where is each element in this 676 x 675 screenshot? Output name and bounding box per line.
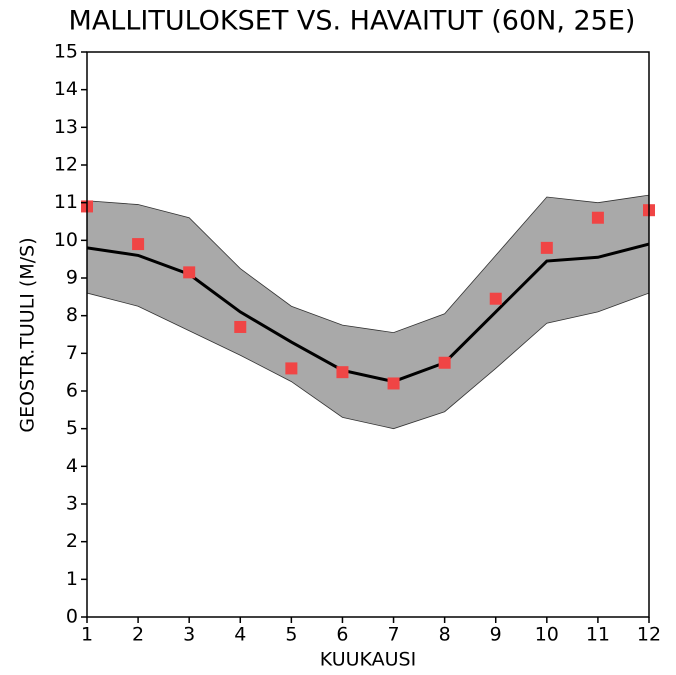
y-tick-label: 1 xyxy=(66,568,78,590)
x-tick-label: 9 xyxy=(490,624,502,646)
marker xyxy=(336,366,349,379)
marker xyxy=(183,266,196,279)
x-axis-label: KUUKAUSI xyxy=(320,649,416,671)
x-tick-label: 8 xyxy=(439,624,451,646)
marker xyxy=(489,292,502,305)
y-tick-label: 14 xyxy=(54,78,78,100)
x-tick-label: 4 xyxy=(234,624,246,646)
x-tick-label: 12 xyxy=(637,624,661,646)
y-tick-label: 13 xyxy=(54,116,78,138)
y-tick-label: 3 xyxy=(66,493,78,515)
band xyxy=(87,194,649,430)
marker xyxy=(438,356,451,369)
y-tick-label: 6 xyxy=(66,380,78,402)
x-tick-label: 7 xyxy=(387,624,399,646)
y-tick-label: 9 xyxy=(66,267,78,289)
y-tick-label: 11 xyxy=(54,191,78,213)
marker xyxy=(387,377,400,390)
line xyxy=(87,242,649,384)
chart-title: MALLITULOKSET VS. HAVAITUT (60N, 25E) xyxy=(69,6,636,37)
y-tick-label: 8 xyxy=(66,304,78,326)
marker xyxy=(132,238,145,251)
y-tick-label: 10 xyxy=(54,229,78,251)
y-axis-label: GEOSTR.TUULI (M/S) xyxy=(17,237,39,432)
marker xyxy=(540,241,553,254)
y-tick-label: 0 xyxy=(66,606,78,628)
y-tick-label: 12 xyxy=(54,154,78,176)
y-tick-label: 15 xyxy=(54,41,78,63)
marker xyxy=(285,362,298,375)
x-tick-label: 11 xyxy=(586,624,610,646)
y-tick-label: 7 xyxy=(66,342,78,364)
y-tick-label: 2 xyxy=(66,530,78,552)
marker xyxy=(591,211,604,224)
marker xyxy=(234,320,247,333)
x-tick-label: 6 xyxy=(336,624,348,646)
x-tick-label: 5 xyxy=(285,624,297,646)
x-tick-label: 3 xyxy=(183,624,195,646)
x-tick-label: 10 xyxy=(535,624,559,646)
plot-frame xyxy=(86,51,650,618)
y-tick-label: 5 xyxy=(66,417,78,439)
y-tick-label: 4 xyxy=(66,455,78,477)
x-tick-label: 2 xyxy=(132,624,144,646)
x-tick-label: 1 xyxy=(81,624,93,646)
